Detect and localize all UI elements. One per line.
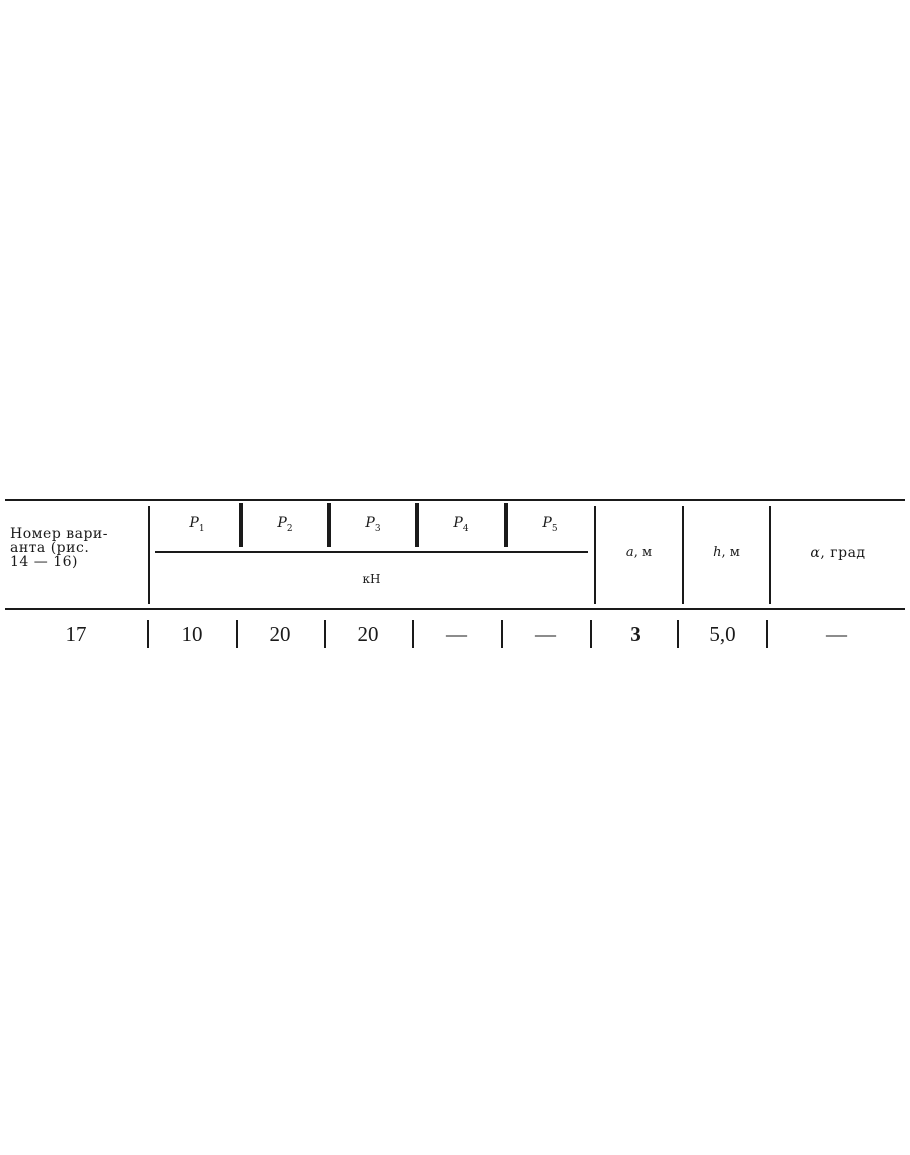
header-divider [327,503,331,547]
header-p2: P2 [277,515,293,534]
cell-variant: 17 [65,622,87,646]
header-divider [594,506,596,604]
cell-p1: 10 [181,622,203,646]
header-divider [415,503,419,547]
cell-p2: 20 [269,622,291,646]
force-unit: кН [362,572,381,586]
row-divider [324,620,326,648]
variant-header-line: Номер вари- [10,526,108,542]
variant-header: Номер вари- анта (рис. 14 — 16) [10,527,145,569]
cell-alpha: — [826,622,847,646]
header-divider [769,506,771,604]
row-divider [766,620,768,648]
variant-header-line: анта (рис. [10,540,90,556]
row-divider [677,620,679,648]
header-p3: P3 [365,515,381,534]
cell-p5: — [535,622,556,646]
row-divider [412,620,414,648]
cell-h: 5,0 [709,622,736,646]
row-divider [236,620,238,648]
cell-a: 3 [630,622,641,646]
header-p1: P1 [189,515,205,534]
force-unit-rule [155,551,588,553]
table-top-rule [5,499,905,501]
header-p5: P5 [542,515,558,534]
header-divider [148,506,150,604]
header-divider [504,503,508,547]
row-divider [501,620,503,648]
header-alpha: α, град [810,545,866,561]
header-divider [682,506,684,604]
cell-p4: — [446,622,467,646]
header-a: a, м [625,545,653,560]
variant-header-line: 14 — 16) [10,554,78,570]
row-divider [590,620,592,648]
header-divider [239,503,243,547]
header-p4: P4 [453,515,469,534]
cell-p3: 20 [357,622,379,646]
header-bottom-rule [5,608,905,610]
header-h: h, м [713,545,740,560]
row-divider [147,620,149,648]
